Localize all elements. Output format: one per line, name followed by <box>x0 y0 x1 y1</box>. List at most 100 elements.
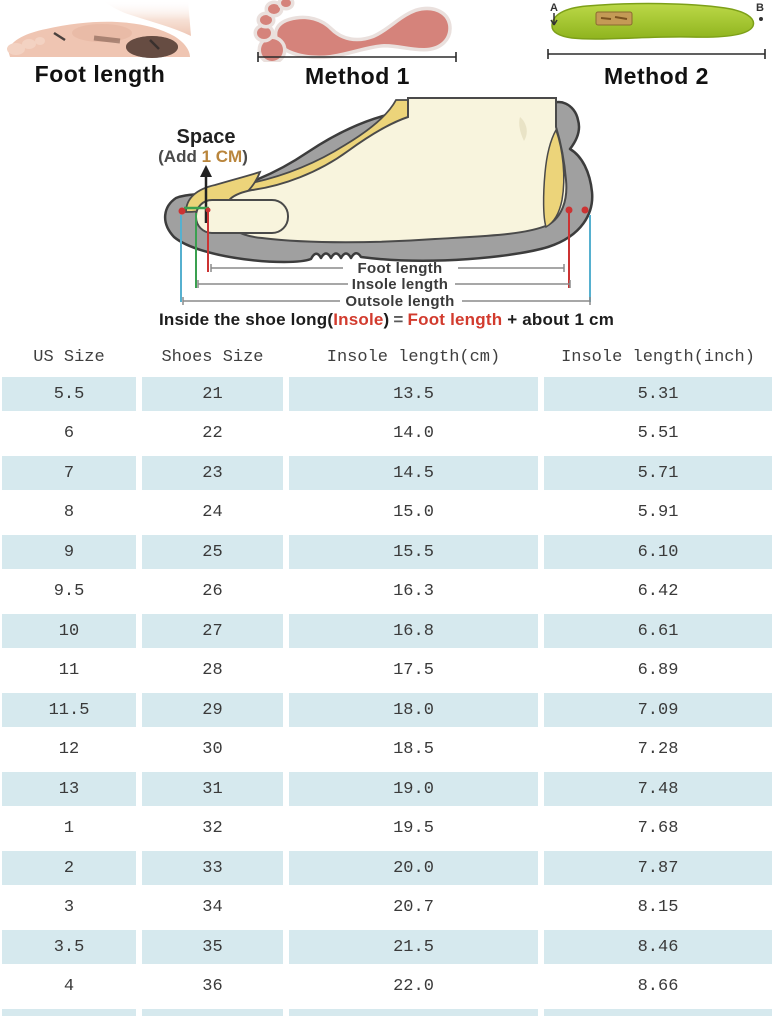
measure-point-marker <box>565 206 573 214</box>
foot-length-caption: Foot length <box>34 61 166 87</box>
table-cell: 21.5 <box>289 930 538 964</box>
table-row: 8 24 15.0 5.91 <box>0 496 765 536</box>
table-cell: 5.71 <box>544 456 772 490</box>
arrow-mark-icon <box>149 39 160 50</box>
table-cell: 3.5 <box>2 930 136 964</box>
table-row: 3 34 20.7 8.15 <box>0 891 765 931</box>
table-cell: 1 <box>63 819 75 838</box>
table-cell: 6.10 <box>544 535 772 569</box>
insole-label-patch <box>595 11 633 26</box>
table-cell: 6.61 <box>544 614 772 648</box>
table-cell: 8 <box>63 503 75 522</box>
col-header-insole-inch: Insole length(inch) <box>561 347 755 367</box>
table-cell: 5.5 <box>2 377 136 411</box>
ankle-highlight <box>519 117 527 141</box>
table-row: 2 33 20.0 7.87 <box>0 851 772 891</box>
table-row-partial <box>0 1009 772 1016</box>
table-row: 11.5 29 18.0 7.09 <box>0 693 772 733</box>
leg-shape <box>102 0 191 36</box>
method1-footprint <box>253 0 457 62</box>
table-cell: 9.5 <box>53 582 85 601</box>
col-header-us-size: US Size <box>33 347 105 367</box>
table-cell: 23 <box>142 456 283 490</box>
measure-point-marker <box>178 207 186 215</box>
table-cell: 8.15 <box>637 898 679 917</box>
table-row: 13 31 19.0 7.48 <box>0 772 772 812</box>
table-cell: 7.68 <box>637 819 679 838</box>
dimension-lines <box>182 264 591 305</box>
formula-equals: = <box>393 310 404 329</box>
point-a-arrow-icon <box>550 13 558 26</box>
insole-shape <box>551 2 755 40</box>
table-cell: 30 <box>202 740 223 759</box>
table-cell: 34 <box>202 898 223 917</box>
table-cell: 24 <box>202 503 223 522</box>
table-cell: 15.5 <box>289 535 538 569</box>
formula-insole: Insole <box>333 310 384 329</box>
table-cell: 18.0 <box>289 693 538 727</box>
table-cell: 22 <box>202 424 223 443</box>
table-cell: 14.5 <box>289 456 538 490</box>
table-cell: 7.48 <box>544 772 772 806</box>
table-cell: 10 <box>2 614 136 648</box>
table-cell: 19.0 <box>289 772 538 806</box>
table-cell: 20.0 <box>289 851 538 885</box>
formula-foot-length: Foot length <box>407 310 503 329</box>
table-row: 5.5 21 13.5 5.31 <box>0 377 772 417</box>
table-cell: 29 <box>142 693 283 727</box>
table-cell: 4 <box>63 977 75 996</box>
insole-formula: Inside the shoe long(Insole) = Foot length… <box>0 310 773 330</box>
arrow-up-icon <box>200 165 212 177</box>
method1-caption: Method 1 <box>305 63 410 89</box>
table-cell: 8.46 <box>544 930 772 964</box>
table-cell: 5.91 <box>637 503 679 522</box>
col-header-insole-cm: Insole length(cm) <box>326 347 501 367</box>
table-cell: 7.87 <box>544 851 772 885</box>
table-cell: 36 <box>202 977 223 996</box>
table-row: 10 27 16.8 6.61 <box>0 614 772 654</box>
table-cell: 5.51 <box>637 424 679 443</box>
table-cell: 11.5 <box>2 693 136 727</box>
table-cell: 18.5 <box>393 740 434 759</box>
measure-point-marker <box>581 206 589 214</box>
table-cell <box>2 1009 136 1016</box>
table-cell: 2 <box>2 851 136 885</box>
table-row: 12 30 18.5 7.28 <box>0 733 765 773</box>
table-cell: 21 <box>142 377 283 411</box>
table-row: 4 36 22.0 8.66 <box>0 970 765 1010</box>
table-cell: 6.42 <box>637 582 679 601</box>
table-row: 6 22 14.0 5.51 <box>0 417 765 457</box>
table-cell: 12 <box>58 740 80 759</box>
dim-outsole-length-label: Outsole length <box>345 293 454 310</box>
table-cell: 8.66 <box>637 977 679 996</box>
space-note: (Add 1 CM) <box>158 147 248 166</box>
table-cell: 27 <box>142 614 283 648</box>
foot-photo <box>7 0 191 58</box>
table-cell: 19.5 <box>393 819 434 838</box>
big-toe-shape <box>195 199 289 234</box>
table-cell: 7 <box>2 456 136 490</box>
table-cell: 32 <box>202 819 223 838</box>
table-cell: 13 <box>2 772 136 806</box>
table-cell: 7.28 <box>637 740 679 759</box>
space-title: Space <box>177 126 236 148</box>
table-cell: 15.0 <box>393 503 434 522</box>
col-header-shoes-size: Shoes Size <box>161 347 264 367</box>
heel-insole-shape <box>542 128 565 229</box>
watermark-mark <box>93 35 121 44</box>
table-cell: 6 <box>63 424 75 443</box>
table-row: 11 28 17.5 6.89 <box>0 654 765 694</box>
size-table-rows: 5.5 21 13.5 5.31 6 22 14.0 5.51 7 23 14.5 5.71 8 24 15… <box>0 377 772 1016</box>
formula-text: ) <box>383 310 390 329</box>
dim-insole-length-label: Insole length <box>352 276 448 293</box>
formula-text: + about 1 cm <box>507 310 615 329</box>
table-cell: 5.31 <box>544 377 772 411</box>
table-cell: 26 <box>202 582 223 601</box>
table-cell: 28 <box>202 661 223 680</box>
table-cell: 11 <box>58 661 80 680</box>
table-cell <box>544 1009 772 1016</box>
method2-insole: A B <box>547 2 766 59</box>
shoe-measure-diagram: Space (Add 1 CM) Foot length Insole leng… <box>158 97 594 310</box>
dim-foot-length-label: Foot length <box>358 260 443 277</box>
table-row: 9 25 15.5 6.10 <box>0 535 772 575</box>
